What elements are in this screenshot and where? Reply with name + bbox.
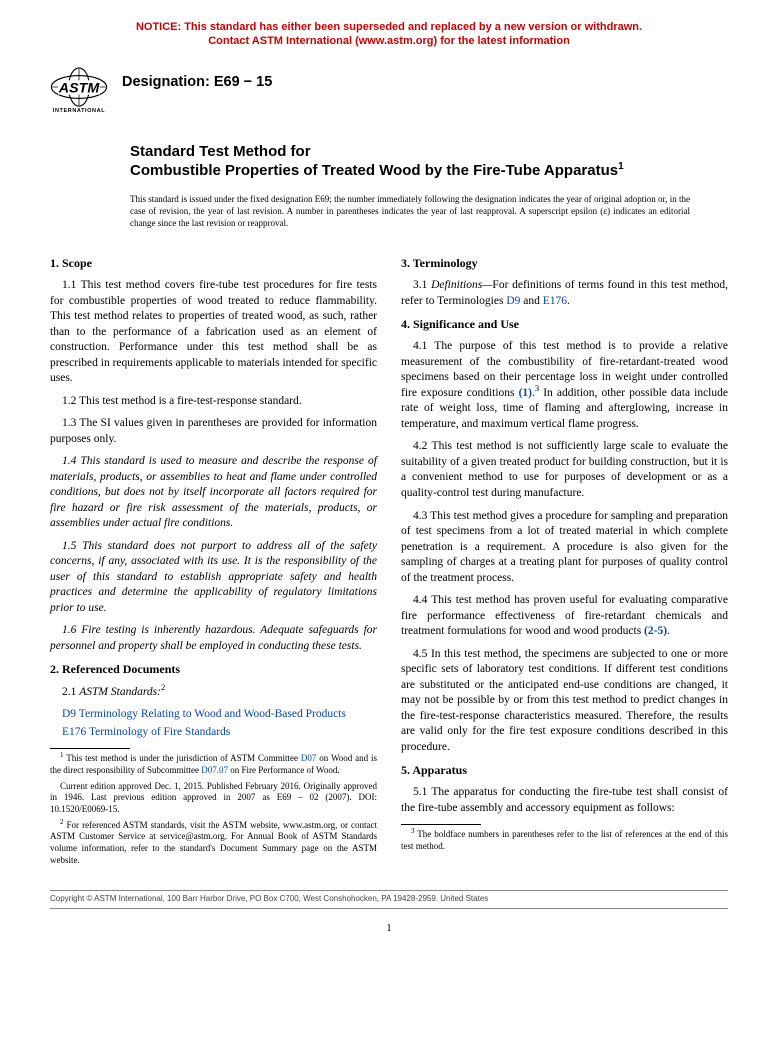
header-row: ASTM INTERNATIONAL Designation: E69 − 15: [50, 67, 728, 115]
title-text: Combustible Properties of Treated Wood b…: [130, 162, 618, 179]
footnote-separator: [50, 748, 130, 749]
notice-banner: NOTICE: This standard has either been su…: [50, 20, 728, 49]
page: NOTICE: This standard has either been su…: [0, 0, 778, 946]
fn2-text: For referenced ASTM standards, visit the…: [50, 820, 377, 865]
fn1-link-d0707[interactable]: D07.07: [201, 765, 228, 775]
p44-ref[interactable]: (2-5): [644, 625, 667, 637]
footnote-separator-right: [401, 824, 481, 825]
fn1-link-d07[interactable]: D07: [301, 753, 317, 763]
para-1-2: 1.2 This test method is a fire-test-resp…: [50, 394, 377, 410]
copyright-bar: Copyright © ASTM International, 100 Barr…: [50, 890, 728, 909]
title-sup: 1: [618, 161, 624, 172]
significance-heading: 4. Significance and Use: [401, 316, 728, 332]
ref-e176-text[interactable]: Terminology of Fire Standards: [86, 726, 230, 738]
title-main: Combustible Properties of Treated Wood b…: [130, 162, 728, 181]
para-1-4: 1.4 This standard is used to measure and…: [50, 454, 377, 532]
ref-d9-text[interactable]: Terminology Relating to Wood and Wood-Ba…: [76, 708, 346, 720]
para-4-4: 4.4 This test method has proven useful f…: [401, 593, 728, 640]
left-column: 1. Scope 1.1 This test method covers fir…: [50, 251, 377, 870]
title-block: Standard Test Method for Combustible Pro…: [130, 143, 728, 181]
issuance-note: This standard is issued under the fixed …: [130, 193, 690, 229]
p31-label: Definitions—: [431, 279, 492, 291]
p41-ref[interactable]: (1): [519, 387, 532, 399]
fn1-a: This test method is under the jurisdicti…: [64, 753, 301, 763]
ref-e176-code[interactable]: E176: [62, 726, 86, 738]
page-number: 1: [50, 921, 728, 936]
refs-heading: 2. Referenced Documents: [50, 661, 377, 677]
sup-2: 2: [161, 682, 165, 692]
para-1-3: 1.3 The SI values given in parentheses a…: [50, 416, 377, 447]
para-4-1: 4.1 The purpose of this test method is t…: [401, 339, 728, 432]
p44-a: 4.4 This test method has proven useful f…: [401, 594, 728, 637]
footnote-1b: Current edition approved Dec. 1, 2015. P…: [50, 781, 377, 816]
para-1-5: 1.5 This standard does not purport to ad…: [50, 539, 377, 617]
p31-link-e176[interactable]: E176: [543, 295, 567, 307]
fn3-text: The boldface numbers in parentheses refe…: [401, 829, 728, 851]
p31-link-d9[interactable]: D9: [506, 295, 520, 307]
para-4-3: 4.3 This test method gives a procedure f…: [401, 509, 728, 587]
designation: Designation: E69 − 15: [122, 67, 272, 93]
p31-mid: and: [520, 295, 542, 307]
notice-line1: NOTICE: This standard has either been su…: [136, 21, 642, 33]
footnote-3: 3 The boldface numbers in parentheses re…: [401, 829, 728, 852]
para-3-1: 3.1 Definitions—For definitions of terms…: [401, 278, 728, 309]
svg-text:ASTM: ASTM: [58, 80, 101, 96]
astm-logo: ASTM INTERNATIONAL: [50, 67, 108, 115]
right-column: 3. Terminology 3.1 Definitions—For defin…: [401, 251, 728, 870]
two-column-body: 1. Scope 1.1 This test method covers fir…: [50, 251, 728, 870]
footnote-1: 1 This test method is under the jurisdic…: [50, 753, 377, 776]
title-pre: Standard Test Method for: [130, 143, 728, 162]
astm-standards-label: ASTM Standards:: [79, 686, 161, 698]
para-4-5: 4.5 In this test method, the specimens a…: [401, 647, 728, 756]
p31-pre: 3.1: [413, 279, 431, 291]
logo-subtext: INTERNATIONAL: [50, 108, 108, 115]
p44-b: .: [667, 625, 670, 637]
terminology-heading: 3. Terminology: [401, 255, 728, 271]
para-5-1: 5.1 The apparatus for conducting the fir…: [401, 785, 728, 816]
para-2-1-pre: 2.1: [62, 686, 79, 698]
scope-heading: 1. Scope: [50, 255, 377, 271]
ref-e176: E176 Terminology of Fire Standards: [62, 725, 377, 741]
ref-d9: D9 Terminology Relating to Wood and Wood…: [62, 707, 377, 723]
fn1-c: on Fire Performance of Wood.: [228, 765, 340, 775]
ref-d9-code[interactable]: D9: [62, 708, 76, 720]
para-2-1: 2.1 ASTM Standards:2: [50, 685, 377, 701]
footnote-2: 2 For referenced ASTM standards, visit t…: [50, 820, 377, 867]
p31-end: .: [567, 295, 570, 307]
para-1-6: 1.6 Fire testing is inherently hazardous…: [50, 623, 377, 654]
notice-line2: Contact ASTM International (www.astm.org…: [208, 35, 570, 47]
apparatus-heading: 5. Apparatus: [401, 762, 728, 778]
para-4-2: 4.2 This test method is not sufficiently…: [401, 439, 728, 501]
para-1-1: 1.1 This test method covers fire-tube te…: [50, 278, 377, 387]
